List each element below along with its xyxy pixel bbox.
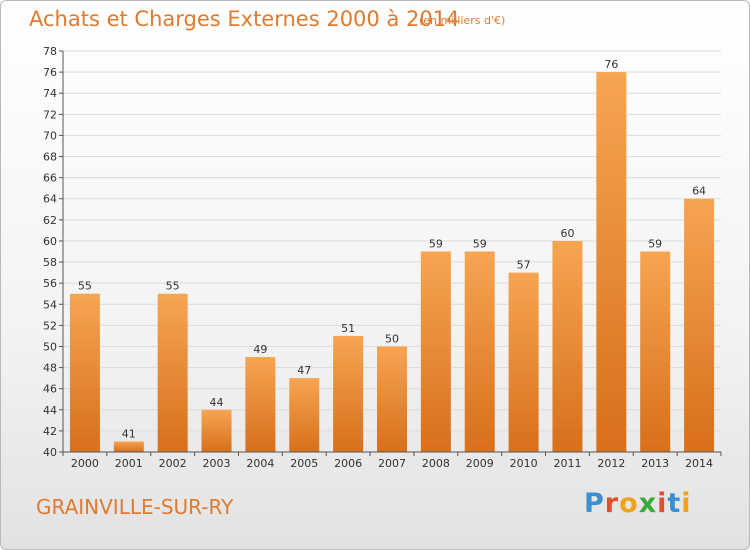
y-tick-label: 48 <box>43 362 57 375</box>
y-tick-label: 64 <box>43 193 57 206</box>
y-tick-label: 66 <box>43 172 57 185</box>
logo-letter: i <box>657 488 668 519</box>
bar-2014 <box>684 198 715 452</box>
y-tick-label: 74 <box>43 87 57 100</box>
bar-2011 <box>552 240 583 452</box>
proxiti-logo: Proxiti <box>584 488 692 519</box>
logo-letter: r <box>604 488 620 519</box>
x-tick-label: 2008 <box>422 457 450 470</box>
data-label-2007: 50 <box>385 332 399 345</box>
axes <box>59 50 722 456</box>
x-tick-label: 2005 <box>290 457 318 470</box>
data-label-2012: 76 <box>604 58 618 71</box>
y-tick-label: 72 <box>43 108 57 121</box>
bar-2012 <box>596 72 627 453</box>
bar-2006 <box>333 335 364 452</box>
logo-letter: t <box>667 488 682 519</box>
logo-letter: i <box>681 488 692 519</box>
y-tick-label: 68 <box>43 151 57 164</box>
x-tick-label: 2002 <box>159 457 187 470</box>
y-tick-label: 56 <box>43 277 57 290</box>
labels: 40 42 44 46 48 50 52 54 56 58 60 62 64 66 68 70 72 74 76 78… <box>43 45 713 470</box>
bar-2013 <box>640 251 671 452</box>
bar-2009 <box>464 251 495 452</box>
y-tick-label: 78 <box>43 45 57 58</box>
bar-2001 <box>113 441 144 452</box>
data-label-2001: 41 <box>122 427 136 440</box>
x-tick-label: 2009 <box>466 457 494 470</box>
x-tick-label: 2013 <box>641 457 669 470</box>
data-label-2014: 64 <box>692 185 706 198</box>
x-tick-label: 2006 <box>334 457 362 470</box>
data-label-2013: 59 <box>648 238 662 251</box>
data-label-2009: 59 <box>473 238 487 251</box>
y-tick-label: 58 <box>43 256 57 269</box>
y-tick-label: 46 <box>43 383 57 396</box>
x-tick-label: 2007 <box>378 457 406 470</box>
data-label-2011: 60 <box>560 227 574 240</box>
x-tick-label: 2010 <box>510 457 538 470</box>
x-tick-label: 2003 <box>203 457 231 470</box>
x-tick-label: 2014 <box>685 457 713 470</box>
bar-2005 <box>289 378 320 452</box>
data-label-2008: 59 <box>429 238 443 251</box>
y-tick-label: 62 <box>43 214 57 227</box>
data-label-2005: 47 <box>297 364 311 377</box>
data-label-2000: 55 <box>78 280 92 293</box>
bar-2004 <box>245 357 276 452</box>
bars <box>69 72 715 453</box>
y-tick-label: 42 <box>43 425 57 438</box>
y-tick-label: 52 <box>43 319 57 332</box>
chart-title: Achats et Charges Externes 2000 à 2014 <box>29 7 460 31</box>
bar-2007 <box>377 346 407 452</box>
bar-2003 <box>201 409 232 452</box>
y-tick-label: 50 <box>43 340 57 353</box>
bar-2008 <box>420 251 451 452</box>
data-label-2003: 44 <box>210 396 224 409</box>
logo-letter: x <box>638 488 658 519</box>
data-label-2006: 51 <box>341 322 355 335</box>
logo-letter: o <box>619 488 639 519</box>
town-name: GRAINVILLE-SUR-RY <box>36 495 234 519</box>
x-tick-label: 2004 <box>246 457 274 470</box>
data-label-2002: 55 <box>166 280 180 293</box>
y-tick-label: 40 <box>43 446 57 459</box>
x-tick-label: 2000 <box>71 457 99 470</box>
y-tick-label: 54 <box>43 298 57 311</box>
y-tick-label: 60 <box>43 235 57 248</box>
data-label-2010: 57 <box>517 259 531 272</box>
bar-2010 <box>508 272 539 452</box>
bar-2002 <box>157 293 188 452</box>
y-tick-label: 70 <box>43 129 57 142</box>
x-tick-label: 2011 <box>553 457 581 470</box>
x-tick-label: 2012 <box>597 457 625 470</box>
data-label-2004: 49 <box>253 343 267 356</box>
chart-subtitle: (en milliers d'€) <box>419 14 506 27</box>
logo-letter: P <box>584 488 605 519</box>
x-tick-label: 2001 <box>115 457 143 470</box>
bar-2000 <box>69 293 100 452</box>
y-tick-label: 76 <box>43 66 57 79</box>
y-tick-label: 44 <box>43 404 57 417</box>
